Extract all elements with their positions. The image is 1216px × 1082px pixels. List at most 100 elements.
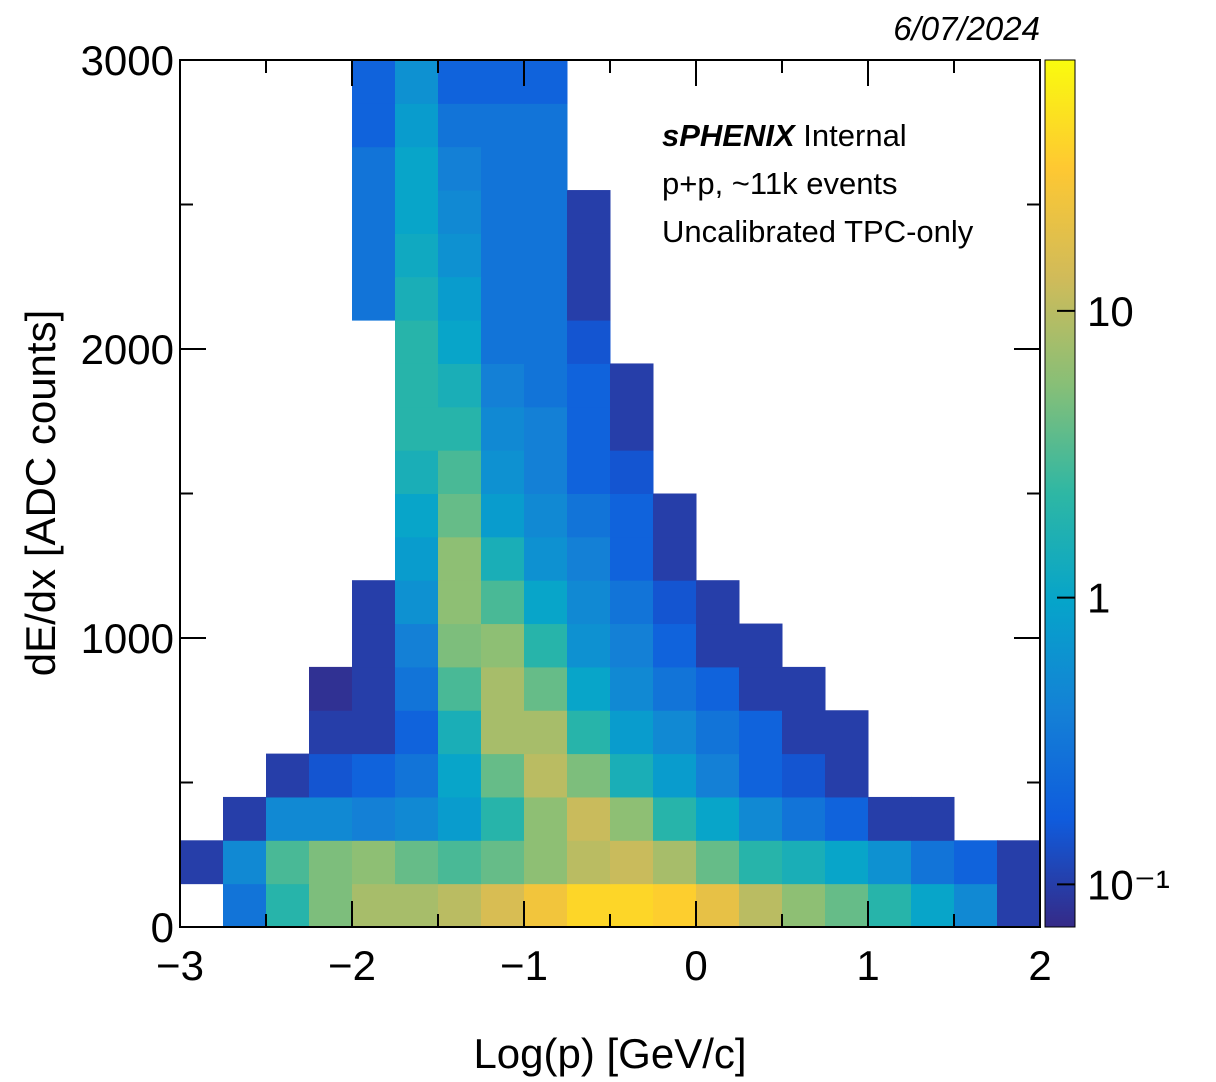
heatmap-cell <box>481 60 525 104</box>
heatmap-cell <box>610 580 654 625</box>
heatmap-cell <box>352 580 396 625</box>
heatmap-cell <box>610 796 654 841</box>
heatmap-cell <box>997 883 1041 928</box>
heatmap-cell <box>395 580 439 625</box>
heatmap-cell <box>524 450 568 494</box>
heatmap-cell <box>438 536 482 581</box>
heatmap-cell <box>739 753 783 798</box>
heatmap-cell <box>481 406 525 451</box>
heatmap-cell <box>696 840 740 885</box>
heatmap-cell <box>653 710 697 755</box>
heatmap-cell <box>610 493 654 538</box>
heatmap-cell <box>524 406 568 451</box>
heatmap-cell <box>524 103 568 148</box>
heatmap-cell <box>395 493 439 538</box>
heatmap-cell <box>610 840 654 885</box>
heatmap-cell <box>524 666 568 711</box>
heatmap-cell <box>352 753 396 798</box>
heatmap-cell <box>954 883 998 928</box>
heatmap-cell <box>481 276 525 321</box>
heatmap-cell <box>610 883 654 928</box>
heatmap-cell <box>524 493 568 538</box>
heatmap-cell <box>395 840 439 885</box>
heatmap-cell <box>481 536 525 581</box>
heatmap-cell <box>825 883 869 928</box>
heatmap-cell <box>524 796 568 841</box>
heatmap-cell <box>395 710 439 755</box>
x-tick-label: 0 <box>684 942 707 989</box>
x-tick-label: −3 <box>156 942 204 989</box>
heatmap-cell <box>266 840 310 885</box>
heatmap-cell <box>782 753 826 798</box>
heatmap-cell <box>438 753 482 798</box>
heatmap-cell <box>395 883 439 928</box>
heatmap-cell <box>696 666 740 711</box>
heatmap-cell <box>610 406 654 451</box>
heatmap-cell <box>438 103 482 148</box>
heatmap-cell <box>395 623 439 668</box>
heatmap-cell <box>481 753 525 798</box>
heatmap-cell <box>352 796 396 841</box>
heatmap-cell <box>696 580 740 625</box>
heatmap-cell <box>481 363 525 408</box>
heatmap-cell <box>567 883 611 928</box>
heatmap-cell <box>395 146 439 191</box>
y-tick-label: 3000 <box>81 37 174 84</box>
heatmap-cell <box>524 883 568 928</box>
heatmap-cell <box>567 493 611 538</box>
heatmap-cell <box>567 406 611 451</box>
annotation: Uncalibrated TPC-only <box>662 214 974 249</box>
heatmap-cell <box>481 840 525 885</box>
heatmap-cell <box>524 623 568 668</box>
heatmap-cell <box>567 450 611 494</box>
heatmap-cell <box>567 233 611 278</box>
heatmap-cell <box>567 753 611 798</box>
heatmap-cell <box>438 623 482 668</box>
heatmap-cell <box>567 536 611 581</box>
heatmap-cell <box>524 536 568 581</box>
x-tick-label: 1 <box>856 942 879 989</box>
heatmap-cell <box>438 580 482 625</box>
heatmap-cell <box>266 753 310 798</box>
y-tick-label: 2000 <box>81 326 174 373</box>
heatmap-cell <box>868 796 912 841</box>
heatmap-cell <box>352 666 396 711</box>
heatmap-cell <box>567 320 611 364</box>
heatmap-cell <box>438 450 482 494</box>
heatmap-cell <box>567 710 611 755</box>
heatmap-cell <box>438 60 482 104</box>
heatmap-cell <box>868 840 912 885</box>
heatmap-cell <box>395 406 439 451</box>
heatmap-cell <box>567 363 611 408</box>
heatmap-cell <box>567 623 611 668</box>
heatmap-cell <box>438 710 482 755</box>
heatmap-cell <box>610 536 654 581</box>
heatmap-cell <box>696 710 740 755</box>
heatmap-cell <box>911 883 955 928</box>
heatmap-cell <box>567 580 611 625</box>
heatmap-cell <box>567 276 611 321</box>
heatmap-cell <box>352 190 396 234</box>
heatmap-cell <box>266 796 310 841</box>
heatmap-cell <box>825 840 869 885</box>
color-bar-label: 1 <box>1087 575 1110 622</box>
heatmap-cell <box>438 493 482 538</box>
heatmap-cell <box>309 796 353 841</box>
heatmap-cell <box>395 103 439 148</box>
heatmap-cell <box>610 450 654 494</box>
heatmap-cell <box>352 623 396 668</box>
heatmap-cell <box>524 840 568 885</box>
heatmap-cell <box>481 580 525 625</box>
date: 6/07/2024 <box>893 10 1040 47</box>
x-axis-title: Log(p) [GeV/c] <box>473 1030 746 1077</box>
heatmap-cell <box>438 146 482 191</box>
heatmap-cell <box>481 883 525 928</box>
x-tick-label: −1 <box>500 942 548 989</box>
heatmap-cell <box>481 493 525 538</box>
heatmap-cell <box>696 883 740 928</box>
heatmap-cell <box>395 753 439 798</box>
heatmap-cell <box>352 103 396 148</box>
heatmap-cell <box>567 190 611 234</box>
heatmap-cell <box>610 363 654 408</box>
heatmap-cell <box>223 840 267 885</box>
